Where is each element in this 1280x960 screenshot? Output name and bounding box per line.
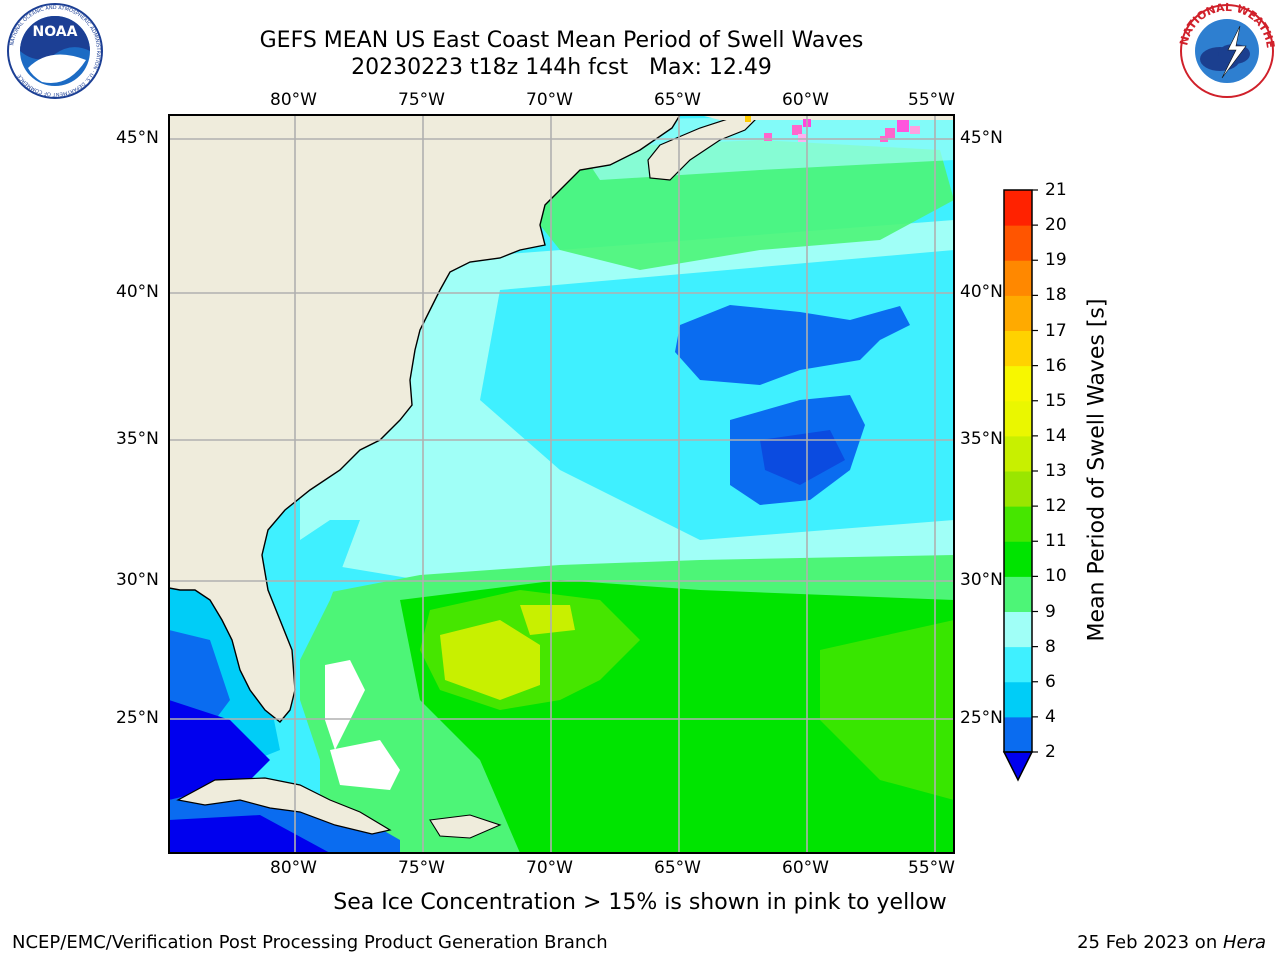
lon-label-bottom-55w: 55°W <box>908 858 955 878</box>
sea-ice-note: Sea Ice Concentration > 15% is shown in … <box>333 890 947 915</box>
colorbar-tick-label: 20 <box>1045 215 1067 236</box>
colorbar-tick-label: 10 <box>1045 566 1067 587</box>
field-6-8s-coastal <box>260 520 360 853</box>
land-cuba <box>176 777 392 835</box>
land-newfoundland-edge <box>700 115 954 120</box>
lat-label-left-30n: 30°N <box>116 570 159 590</box>
field-11s-east <box>820 620 954 800</box>
field-12-13s-core <box>440 620 540 700</box>
colorbar-tick-label: 21 <box>1045 180 1067 200</box>
run-date: 25 Feb 2023 on Hera <box>1077 932 1266 954</box>
lat-label-right-35n: 35°N <box>960 429 1003 449</box>
lat-label-left-25n: 25°N <box>116 708 159 728</box>
lat-label-right-25n: 25°N <box>960 708 1003 728</box>
map-plot <box>169 115 954 853</box>
colorbar-swatch <box>1004 260 1032 296</box>
lat-label-left-40n: 40°N <box>116 282 159 302</box>
lon-label-top-60w: 60°W <box>782 90 829 110</box>
colorbar-tick-label: 6 <box>1045 671 1056 692</box>
lon-label-bottom-70w: 70°W <box>526 858 573 878</box>
lat-label-right-45n: 45°N <box>960 128 1003 148</box>
lon-label-top-75w: 75°W <box>398 90 445 110</box>
noaa-text: NOAA <box>33 24 78 40</box>
colorbar-tick-label: 19 <box>1045 250 1067 271</box>
lon-label-bottom-80w: 80°W <box>270 858 317 878</box>
caribbean-under-range <box>169 815 330 853</box>
colorbar-under-arrow <box>1002 751 1034 782</box>
colorbar-tick-label: 4 <box>1045 706 1056 727</box>
map-title-line2: 20230223 t18z 144h fcst Max: 12.49 <box>351 55 772 80</box>
colorbar-swatch <box>1004 611 1032 648</box>
colorbar-swatch <box>1004 190 1032 226</box>
colorbar-tick-label: 16 <box>1045 355 1067 376</box>
colorbar-swatch <box>1004 471 1032 507</box>
colorbar-swatch <box>1004 435 1032 472</box>
colorbar <box>1002 189 1038 782</box>
lon-label-top-70w: 70°W <box>526 90 573 110</box>
map-title-line1: GEFS MEAN US East Coast Mean Period of S… <box>259 28 864 53</box>
field-2-4s-patch-1 <box>675 305 910 385</box>
lat-label-left-45n: 45°N <box>116 128 159 148</box>
colorbar-swatch <box>1004 716 1032 753</box>
lon-label-top-55w: 55°W <box>908 90 955 110</box>
land-hispaniola <box>429 814 502 839</box>
lon-label-top-65w: 65°W <box>654 90 701 110</box>
branch-credit: NCEP/EMC/Verification Post Processing Pr… <box>12 932 608 953</box>
field-12-13s-core-2 <box>520 605 575 635</box>
colorbar-tick-label: 11 <box>1045 531 1067 552</box>
map-frame <box>168 114 955 854</box>
lon-label-bottom-75w: 75°W <box>398 858 445 878</box>
colorbar-tick-label: 18 <box>1045 285 1067 306</box>
colorbar-swatch <box>1004 541 1032 577</box>
colorbar-swatch <box>1004 295 1032 331</box>
colorbar-label: Mean Period of Swell Waves [s] <box>1084 298 1110 642</box>
colorbar-swatch <box>1004 330 1032 367</box>
lon-label-bottom-60w: 60°W <box>782 858 829 878</box>
colorbar-tick-label: 8 <box>1045 636 1056 657</box>
lon-label-top-80w: 80°W <box>270 90 317 110</box>
nws-logo: NATIONAL WEATHER SERVICE <box>1176 2 1277 98</box>
colorbar-tick-label: 17 <box>1045 320 1067 341</box>
colorbar-tick-label: 14 <box>1045 425 1067 446</box>
bahamas-mask-1 <box>325 660 365 750</box>
lat-label-right-40n: 40°N <box>960 282 1003 302</box>
colorbar-swatch <box>1004 576 1032 612</box>
field-2-4s-core <box>760 430 845 485</box>
colorbar-tick-label: 15 <box>1045 390 1067 411</box>
colorbar-swatch <box>1004 646 1032 683</box>
lat-label-left-35n: 35°N <box>116 429 159 449</box>
lat-label-right-30n: 30°N <box>960 570 1003 590</box>
gulf-under-range <box>169 700 270 800</box>
graticule <box>169 115 954 853</box>
colorbar-swatch <box>1004 506 1032 542</box>
colorbar-tick-label: 9 <box>1045 601 1056 622</box>
lon-label-bottom-65w: 65°W <box>654 858 701 878</box>
run-date-text: 25 Feb 2023 on <box>1077 932 1223 953</box>
colorbar-swatch <box>1004 365 1032 402</box>
run-machine: Hera <box>1222 932 1266 953</box>
colorbar-tick-label: 13 <box>1045 461 1067 481</box>
colorbar-swatch <box>1004 400 1032 437</box>
colorbar-tick-label: 2 <box>1045 742 1056 762</box>
land-north-america <box>169 115 681 723</box>
bahamas-mask-2 <box>330 740 400 790</box>
colorbar-swatch <box>1004 681 1032 718</box>
colorbar-tick-label: 12 <box>1045 496 1067 517</box>
noaa-logo: NOAA NATIONAL OCEANIC AND ATMOSPHERIC AD… <box>7 3 103 99</box>
colorbar-swatch <box>1004 225 1032 261</box>
